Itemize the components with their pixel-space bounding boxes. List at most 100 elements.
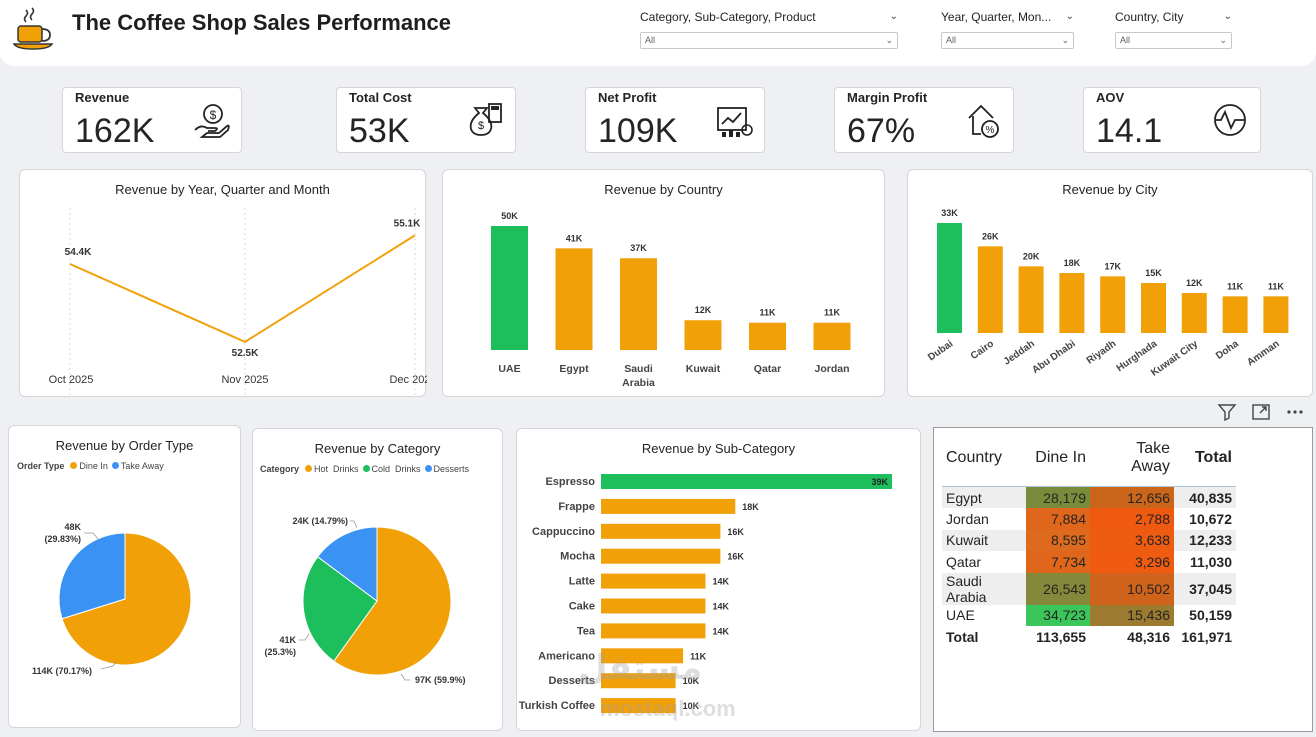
slicer-category[interactable]: Category, Sub-Category, Product ⌄ All ⌄: [640, 6, 898, 49]
matrix-total-cell: 161,971: [1181, 628, 1232, 645]
table-total-row[interactable]: Total 113,655 48,316 161,971: [942, 626, 1236, 648]
table-row[interactable]: Saudi Arabia 26,543 10,502 37,045: [942, 572, 1236, 605]
subcategory-bar-chart[interactable]: Espresso 39K Frappe 18K Cappuccino 16K Mocha 16…: [517, 429, 922, 732]
data-label: 16K: [727, 552, 744, 562]
category-pie-chart[interactable]: 97K (59.9%) 41K (25.3%) 24K (14.79%): [253, 429, 504, 732]
table-row[interactable]: Qatar 7,734 3,296 11,030: [942, 551, 1236, 573]
y-tick-label: Latte: [569, 576, 595, 588]
data-label: 24K (14.79%): [292, 516, 348, 526]
city-chart-card[interactable]: Revenue by City 33K Dubai 26K Cairo 20K Jedda…: [907, 169, 1313, 397]
legend-item-hot-drinks[interactable]: Hot Drinks: [305, 464, 359, 474]
table-row[interactable]: Kuwait 8,595 3,638 12,233: [942, 529, 1236, 551]
bar: [1100, 276, 1126, 333]
leader-line: [84, 532, 100, 541]
legend-item-take-away[interactable]: Take Away: [111, 461, 164, 471]
slicer-date-label: Year, Quarter, Mon...: [941, 10, 1052, 24]
data-label: 20K: [1023, 251, 1040, 261]
more-options-icon[interactable]: [1284, 401, 1306, 423]
kpi-net-profit[interactable]: Net Profit 109K: [585, 87, 765, 153]
table-row[interactable]: Jordan 7,884 2,788 10,672: [942, 508, 1236, 530]
focus-mode-icon[interactable]: [1250, 401, 1272, 423]
chevron-down-icon[interactable]: ⌄: [1065, 11, 1074, 22]
bar: [601, 498, 736, 514]
matrix-cell-dine-in: 8,595: [1026, 529, 1090, 551]
ordertype-pie-chart[interactable]: 114K (70.17%) 48K (29.83%): [9, 426, 242, 729]
legend-item-dine-in[interactable]: Dine In: [70, 461, 108, 471]
table-row[interactable]: Egypt 28,179 12,656 40,835: [942, 486, 1236, 508]
x-tick-label: UAE: [498, 363, 520, 375]
matrix-cell-total: 37,045: [1174, 572, 1236, 605]
data-label: 14K: [712, 626, 729, 636]
slicer-date-dropdown[interactable]: All ⌄: [941, 32, 1074, 49]
country-matrix[interactable]: Country Dine In Take Away Total Egypt 28,…: [933, 427, 1313, 732]
slicer-date[interactable]: Year, Quarter, Mon... ⌄ All ⌄: [941, 6, 1074, 49]
matrix-header-dine-in[interactable]: Dine In: [1026, 440, 1090, 487]
category-chart-card[interactable]: Revenue by Category Category Hot Drinks …: [252, 428, 503, 731]
matrix-cell-take-away: 12,656: [1090, 486, 1174, 508]
leader-line: [299, 633, 310, 641]
bar: [1059, 273, 1085, 333]
page-title: The Coffee Shop Sales Performance: [72, 10, 451, 35]
kpi-margin-profit[interactable]: Margin Profit 67% %: [834, 87, 1014, 153]
kpi-revenue[interactable]: Revenue 162K $: [62, 87, 242, 153]
subcategory-chart-card[interactable]: Revenue by Sub-Category Espresso 39K Frapp…: [516, 428, 921, 731]
x-tick-label: Jeddah: [1002, 338, 1037, 367]
data-label: 114K (70.17%): [32, 666, 92, 676]
bar: [620, 258, 657, 350]
legend-title: Order Type: [17, 461, 65, 471]
bar: [1263, 296, 1289, 333]
y-tick-label: Cake: [569, 601, 595, 613]
chart-title: Revenue by Sub-Category: [641, 441, 796, 456]
filter-icon[interactable]: [1216, 401, 1238, 423]
pie-slice: [58, 532, 126, 620]
legend-item-desserts[interactable]: Desserts: [424, 464, 469, 474]
kpi-aov[interactable]: AOV 14.1: [1083, 87, 1261, 153]
data-label: 48K: [64, 522, 81, 532]
pie-slice: [61, 532, 192, 666]
bar: [601, 673, 676, 689]
data-label: 52.5K: [232, 348, 259, 359]
legend-item-cold-drinks[interactable]: Cold Drinks: [362, 464, 421, 474]
y-tick-label: Mocha: [560, 551, 596, 563]
bar: [601, 474, 892, 489]
data-label: 15K: [1145, 268, 1162, 278]
chevron-down-icon: ⌄: [1061, 35, 1069, 45]
pie-slice: [333, 526, 452, 676]
chart-legend: Category Hot Drinks Cold Drinks Desserts: [260, 464, 469, 474]
y-tick-label: Tea: [577, 625, 596, 637]
slicer-location-dropdown[interactable]: All ⌄: [1115, 32, 1232, 49]
line-chart[interactable]: 54.4K Oct 2025 52.5K Nov 2025 55.1K Dec 2025: [20, 170, 427, 398]
bar: [601, 698, 676, 714]
kpi-total-cost[interactable]: Total Cost 53K $: [336, 87, 516, 153]
country-chart-card[interactable]: Revenue by Country 50K UAE 41K Egypt 37K Saud…: [442, 169, 885, 397]
data-label: 14K: [712, 602, 729, 612]
y-tick-label: Americano: [538, 650, 595, 662]
matrix-cell-total: 12,233: [1174, 529, 1236, 551]
matrix-header-take-away[interactable]: Take Away: [1090, 440, 1174, 487]
y-tick-label: Turkish Coffee: [519, 700, 595, 712]
matrix-cell-dine-in: 34,723: [1026, 604, 1090, 626]
chevron-down-icon[interactable]: ⌄: [889, 11, 898, 22]
chart-legend: Order Type Dine In Take Away: [17, 461, 164, 471]
country-bar-chart[interactable]: 50K UAE 41K Egypt 37K Saudi Arabia 12K Kuwait 11K…: [443, 170, 886, 398]
city-bar-chart[interactable]: 33K Dubai 26K Cairo 20K Jeddah 18K Abu Dhabi 17K…: [908, 170, 1314, 398]
slicer-location[interactable]: Country, City ⌄ All ⌄: [1115, 6, 1232, 49]
ordertype-chart-card[interactable]: Revenue by Order Type Order Type Dine In…: [8, 425, 241, 728]
pie-slice: [317, 526, 378, 602]
bar: [937, 223, 962, 333]
x-tick-label: Abu Dhabi: [1030, 338, 1077, 376]
kpi-value: 67%: [847, 112, 916, 150]
table-row[interactable]: UAE 34,723 15,436 50,159: [942, 604, 1236, 626]
line-chart-card[interactable]: Revenue by Year, Quarter and Month 54.4K…: [19, 169, 427, 398]
matrix-header-country[interactable]: Country: [942, 440, 1026, 487]
matrix-header-total[interactable]: Total: [1174, 440, 1236, 487]
data-label: 11K: [1227, 281, 1244, 291]
slicer-category-dropdown[interactable]: All ⌄: [640, 32, 898, 49]
bar: [1018, 266, 1044, 333]
visual-toolbar: [1216, 401, 1306, 423]
matrix-cell-total: 11,030: [1189, 553, 1232, 570]
chevron-down-icon[interactable]: ⌄: [1223, 11, 1232, 22]
bar: [601, 523, 721, 539]
bar: [601, 623, 706, 639]
coffee-cup-icon: [12, 7, 54, 50]
